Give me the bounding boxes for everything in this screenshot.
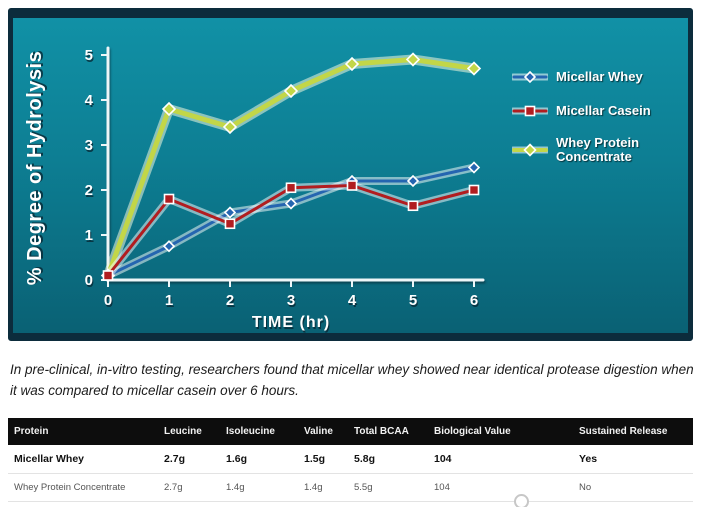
y-axis-label: % Degree of Hydrolysis [24,51,46,285]
header-total-bcaa: Total BCAA [348,417,428,445]
table-row-micellar-whey: Micellar Whey 2.7g 1.6g 1.5g 5.8g 104 Ye… [8,444,693,474]
legend-item-micellar-casein: Micellar Casein [512,102,674,120]
header-sustained-release: Sustained Release [573,417,693,445]
header-valine: Valine [298,417,348,445]
table-cell: No [573,473,693,502]
table-cell: 2.7g [158,444,220,474]
x-tick: 0 [104,292,112,309]
table-header-row: Protein Leucine Isoleucine Valine Total … [8,417,693,445]
header-protein: Protein [8,417,158,445]
header-biological-value: Biological Value [428,417,573,445]
table-cell: 1.5g [298,444,348,474]
table-row-whey-protein-concentrate: Whey Protein Concentrate 2.7g 1.4g 1.4g … [8,473,693,502]
header-isoleucine: Isoleucine [220,417,298,445]
legend-label: Micellar Casein [556,102,651,118]
bcaa-comparison-table: Protein Leucine Isoleucine Valine Total … [8,417,693,502]
partial-cutoff-glyph [514,494,529,507]
x-tick: 1 [165,292,173,309]
chart-legend: Micellar Whey Micellar Casein Whey Prote… [512,68,674,165]
table-cell: Micellar Whey [8,444,158,474]
table-cell: 5.8g [348,444,428,474]
series-layer [100,52,482,283]
table-cell: 1.6g [220,444,298,474]
hydrolysis-chart: % Degree of Hydrolysis 0 1 2 3 4 5 0 1 2… [8,8,693,341]
table-cell: 1.4g [220,473,298,502]
micellar-casein-marker-icon [512,102,548,120]
table-cell: 104 [428,444,573,474]
table-cell: 1.4g [298,473,348,502]
y-tick: 2 [85,182,93,199]
x-tick: 4 [348,292,357,309]
y-tick: 1 [85,227,93,244]
x-tick: 2 [226,292,234,309]
table-cell: 104 [428,473,573,502]
table-cell: Yes [573,444,693,474]
micellar-whey-marker-icon [512,68,548,86]
legend-label: Whey Protein Concentrate [556,135,640,165]
whey-protein-concentrate-marker-icon [512,141,548,159]
legend-item-micellar-whey: Micellar Whey [512,68,674,86]
y-tick: 5 [85,47,93,64]
chart-plot-area: % Degree of Hydrolysis 0 1 2 3 4 5 0 1 2… [24,46,485,331]
y-tick: 4 [85,92,94,109]
y-tick: 0 [85,272,93,289]
header-leucine: Leucine [158,417,220,445]
x-tick: 3 [287,292,295,309]
x-tick: 6 [470,292,478,309]
x-axis-label: TIME (hr) [252,314,330,331]
table-cell: 2.7g [158,473,220,502]
legend-item-whey-protein-concentrate: Whey Protein Concentrate [512,135,674,165]
table-cell: 5.5g [348,473,428,502]
legend-label: Micellar Whey [556,68,643,84]
table-cell: Whey Protein Concentrate [8,473,158,502]
study-caption: In pre-clinical, in-vitro testing, resea… [10,362,694,398]
x-tick: 5 [409,292,417,309]
y-tick: 3 [85,137,93,154]
